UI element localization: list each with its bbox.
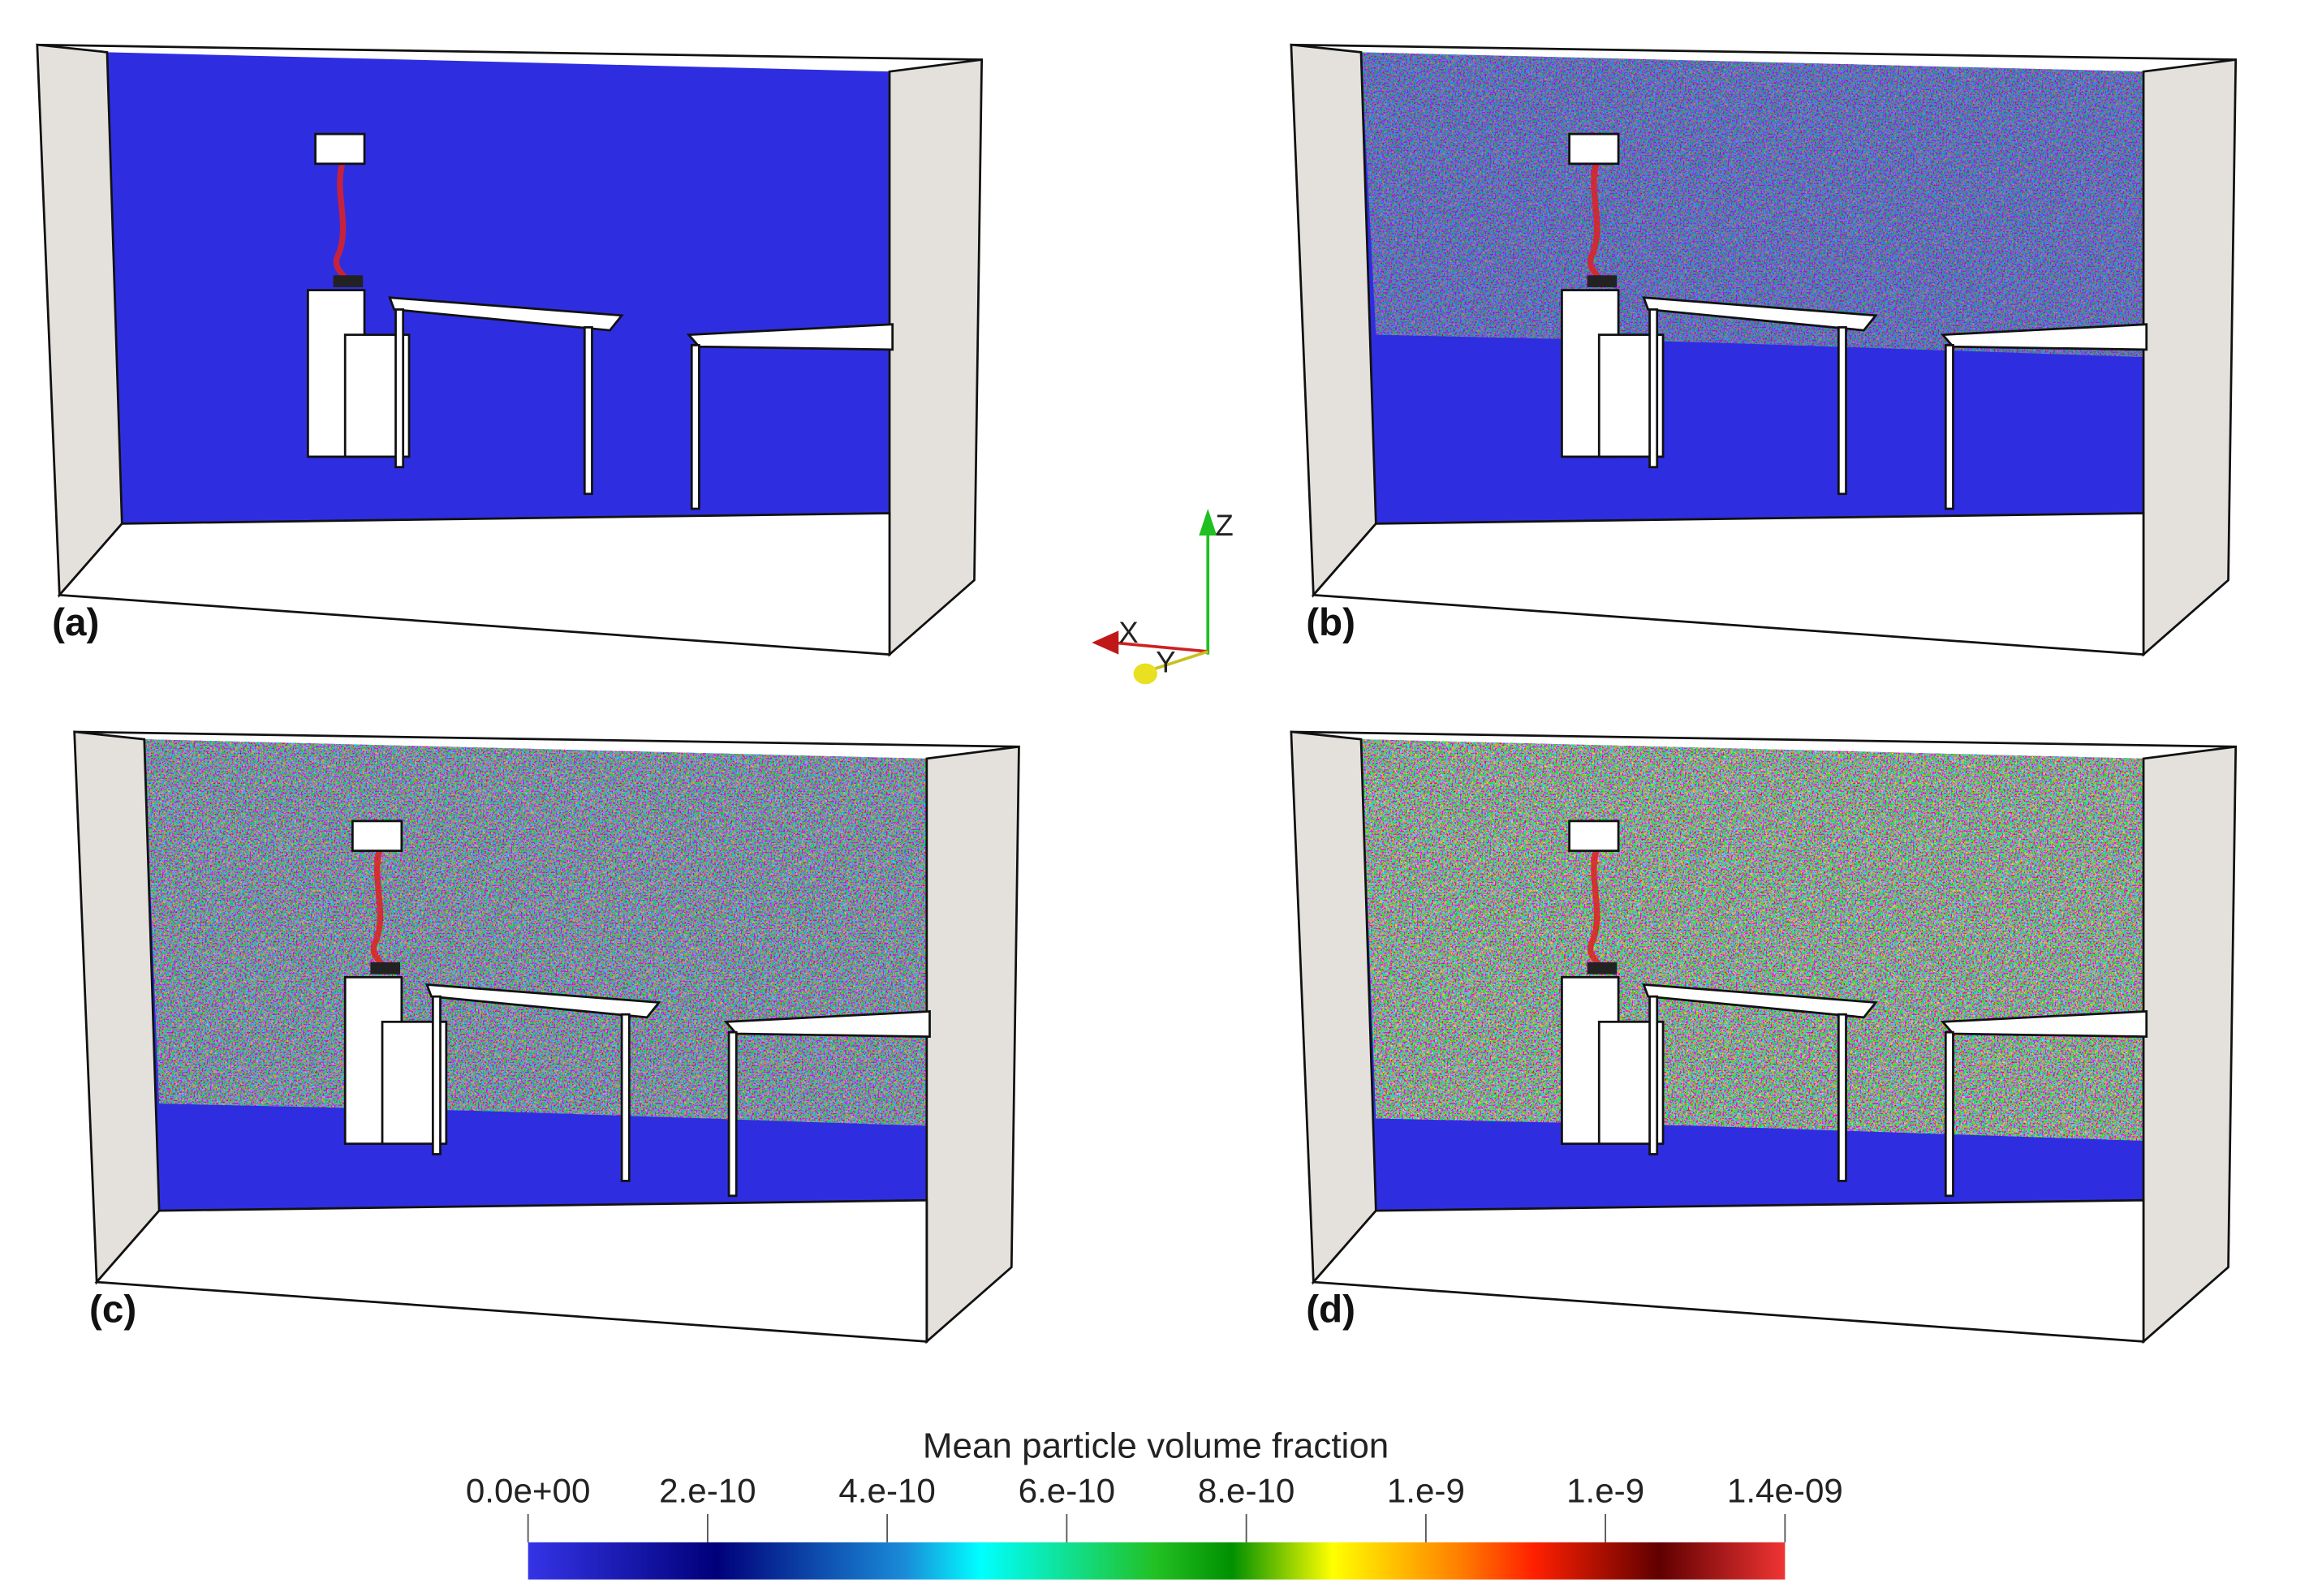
x-label: X	[1118, 616, 1138, 649]
right-wall	[2142, 58, 2238, 657]
source	[333, 275, 364, 287]
inlet	[1568, 132, 1620, 166]
plume	[1587, 162, 1606, 285]
left-wall	[1290, 43, 1377, 598]
floor	[1311, 512, 2145, 656]
axes-triad: Z X Y	[1092, 509, 1234, 685]
table-leg	[690, 344, 700, 510]
floor	[1311, 1198, 2145, 1343]
source	[1587, 962, 1618, 974]
left-wall	[36, 43, 123, 598]
table-top	[388, 296, 624, 332]
panel: (b)	[1290, 43, 2238, 657]
x-arrow	[1092, 630, 1119, 655]
inlet	[351, 820, 403, 852]
x-axis	[1112, 641, 1208, 653]
z-label: Z	[1215, 509, 1233, 542]
left-wall	[73, 730, 161, 1285]
plume	[370, 850, 390, 972]
table-leg	[1648, 995, 1659, 1155]
table-top	[686, 323, 894, 351]
panel: (a)	[36, 43, 984, 657]
table-leg	[1837, 1013, 1847, 1182]
left-wall	[1290, 730, 1377, 1285]
floor	[94, 1198, 928, 1343]
colorbar-title: Mean particle volume fraction	[923, 1426, 1389, 1465]
concentration-field	[1361, 739, 2144, 1141]
table-leg	[394, 308, 405, 469]
table-leg	[1648, 308, 1659, 469]
table-top	[1642, 296, 1878, 332]
source	[1587, 275, 1618, 287]
right-wall	[2142, 745, 2238, 1344]
colorbar: Mean particle volume fraction 0.0e+00 2.e…	[466, 1426, 1843, 1580]
table-top	[1940, 1010, 2148, 1039]
floor	[57, 512, 891, 656]
source	[370, 962, 401, 974]
colorbar-tick-label: 1.e-9	[1387, 1471, 1465, 1509]
panel-label: (b)	[1306, 601, 1355, 644]
plume	[333, 162, 352, 285]
table-leg	[583, 326, 593, 496]
panel-label: (d)	[1306, 1288, 1355, 1331]
ceiling-edge	[1290, 43, 2236, 61]
colorbar-gradient	[528, 1542, 1786, 1580]
ceiling-edge	[74, 730, 1019, 748]
table-leg	[1837, 326, 1847, 496]
y-arrow	[1133, 663, 1157, 685]
table-leg	[727, 1030, 738, 1198]
table-leg	[620, 1013, 631, 1182]
right-wall	[925, 745, 1020, 1344]
colorbar-tick-label: 1.e-9	[1566, 1471, 1644, 1509]
inlet	[1568, 820, 1620, 852]
table-top	[1940, 323, 2148, 351]
table-top	[424, 983, 661, 1019]
right-wall	[888, 58, 984, 657]
panel-label: (c)	[89, 1288, 136, 1331]
table-leg	[1944, 1030, 1954, 1198]
panel: (c)	[73, 730, 1020, 1344]
plume	[1587, 850, 1606, 972]
y-label: Y	[1156, 646, 1175, 679]
y-axis	[1152, 650, 1208, 671]
table-leg	[1944, 344, 1954, 510]
concentration-field	[144, 739, 927, 1126]
ceiling-edge	[37, 43, 982, 61]
z-arrow	[1199, 509, 1217, 536]
colorbar-tick-label: 8.e-10	[1198, 1471, 1295, 1509]
colorbar-tick-label: 2.e-10	[659, 1471, 756, 1509]
colorbar-tick-label: 0.0e+00	[466, 1471, 591, 1509]
table-leg	[431, 995, 442, 1155]
table-top	[723, 1010, 931, 1039]
colorbar-tick-label: 1.4e-09	[1727, 1471, 1843, 1509]
panels: (a) (b) (c) (d)	[36, 43, 2238, 1344]
colorbar-tick-label: 4.e-10	[838, 1471, 936, 1509]
concentration-field	[1361, 52, 2144, 358]
inlet	[314, 132, 366, 166]
panel: (d)	[1290, 730, 2238, 1344]
ceiling-edge	[1290, 730, 2236, 748]
panel-label: (a)	[52, 601, 99, 644]
colorbar-tick-label: 6.e-10	[1019, 1471, 1116, 1509]
table-top	[1642, 983, 1878, 1019]
back-wall	[106, 52, 890, 524]
